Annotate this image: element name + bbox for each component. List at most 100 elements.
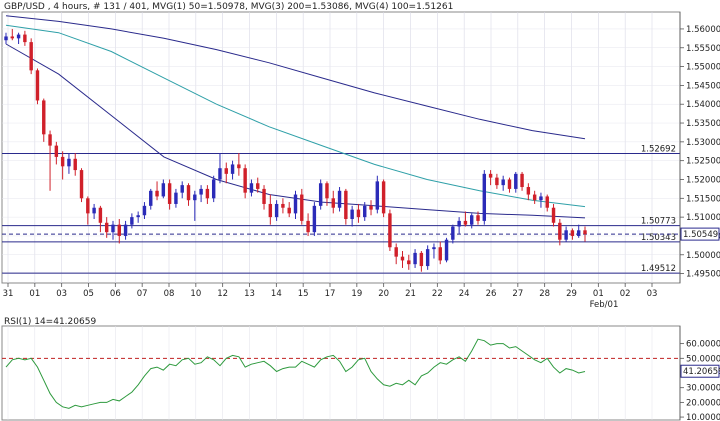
candle-body: [167, 183, 172, 204]
candle-body: [356, 209, 361, 218]
x-tick-label: 21: [405, 289, 416, 299]
candle-body: [104, 222, 109, 233]
y-tick-label: 1.56000: [686, 25, 720, 35]
rsi-tick-label: 20.00000: [686, 398, 720, 408]
candle-body: [419, 252, 424, 267]
candle-body: [92, 207, 96, 214]
current-price-box: [680, 227, 720, 241]
y-tick-label: 1.51500: [686, 194, 720, 204]
candle-body: [495, 177, 499, 186]
x-tick-label: 28: [539, 289, 550, 299]
candle-body: [211, 179, 216, 199]
candle-body: [54, 145, 59, 157]
price-candles: [4, 28, 587, 272]
candle-body: [583, 230, 587, 235]
candle-body: [463, 220, 468, 225]
candle-body: [161, 183, 166, 197]
x-tick-label: 07: [137, 289, 148, 299]
candle-body: [350, 209, 354, 220]
candle-body: [142, 205, 147, 216]
candle-body: [381, 181, 386, 214]
candle-body: [400, 256, 405, 261]
candle-body: [98, 207, 103, 223]
x-tick-label: 14: [271, 289, 282, 299]
x-tick-label: 13: [244, 289, 255, 299]
candle-body: [10, 36, 15, 39]
x-tick-label: 31: [3, 289, 14, 299]
x-tick-label: 29: [566, 289, 577, 299]
candle-body: [312, 205, 317, 233]
candle-body: [243, 168, 247, 193]
candle-body: [520, 173, 524, 188]
candle-body: [249, 183, 254, 193]
candle-body: [224, 168, 228, 174]
current-price-label: 1.50549: [683, 230, 718, 240]
candle-body: [539, 196, 543, 201]
x-tick-label: 10: [190, 289, 201, 299]
candle-body: [394, 247, 398, 257]
y-tick-label: 1.53000: [686, 138, 720, 148]
price-y-axis: 1.56000 1.55500 1.55000 1.54500 1.54000 1.535…: [679, 12, 720, 283]
y-tick-label: 1.52000: [686, 175, 720, 185]
candle-body: [111, 224, 115, 233]
candle-body: [488, 173, 493, 178]
y-tick-label: 1.54500: [686, 81, 720, 91]
x-tick-label: 02: [620, 289, 631, 299]
candle-body: [425, 249, 430, 267]
candle-body: [413, 252, 417, 265]
candle-body: [545, 196, 549, 208]
candle-body: [199, 188, 203, 195]
candle-body: [476, 215, 480, 221]
candle-body: [4, 36, 8, 41]
candle-body: [42, 100, 46, 135]
price-panel: 1.52692 1.50773 1.50343 1.49512 1.56000 1.55…: [1, 2, 720, 310]
x-tick-label: 01: [29, 289, 40, 299]
candle-body: [407, 260, 411, 265]
x-tick-label: 17: [325, 289, 336, 299]
moving-average-line: [5, 24, 586, 208]
x-tick-label: 05: [83, 289, 94, 299]
candle-body: [375, 181, 380, 210]
x-tick-label: 20: [378, 289, 389, 299]
candle-body: [526, 187, 531, 195]
x-tick-label: 08: [164, 289, 175, 299]
moving-average-line: [5, 15, 586, 140]
x-tick-label: 22: [432, 289, 443, 299]
candle-body: [570, 230, 575, 236]
y-tick-label: 1.55500: [686, 44, 720, 54]
price-level-label: 1.49512: [641, 264, 676, 274]
rsi-tick-label: 60.00000: [686, 340, 720, 350]
candle-body: [470, 215, 474, 225]
rsi-tick-label: 10.00000: [686, 413, 720, 421]
candle-body: [117, 224, 121, 236]
y-tick-label: 1.50000: [686, 251, 720, 261]
candle-body: [35, 70, 40, 101]
x-tick-label: 01: [593, 289, 604, 299]
rsi-grid: [7, 326, 653, 420]
x-tick-label: 06: [110, 289, 121, 299]
rsi-current-box: [680, 364, 720, 378]
x-tick-label: 26: [486, 289, 497, 299]
rsi-tick-label: 30.00000: [686, 384, 720, 394]
rsi-plot-area: [1, 325, 681, 421]
candle-body: [136, 215, 140, 218]
candle-body: [230, 164, 235, 174]
candle-body: [507, 179, 512, 189]
candle-body: [86, 198, 90, 214]
candle-body: [564, 230, 568, 240]
candle-body: [16, 34, 21, 39]
x-tick-label: 03: [647, 289, 658, 299]
rsi-lines: [2, 338, 680, 409]
candle-body: [432, 247, 436, 250]
candle-body: [300, 194, 304, 221]
x-tick-label: 19: [351, 289, 362, 299]
candle-body: [180, 185, 184, 193]
candle-body: [457, 220, 461, 227]
candle-body: [193, 194, 197, 201]
rsi-y-axis: 60.00000 50.00000 41.20659 30.00000 20.00000…: [679, 326, 720, 421]
candle-body: [186, 185, 191, 201]
x-tick-label: 15: [298, 289, 309, 299]
candle-body: [274, 203, 279, 218]
candle-body: [155, 190, 159, 197]
